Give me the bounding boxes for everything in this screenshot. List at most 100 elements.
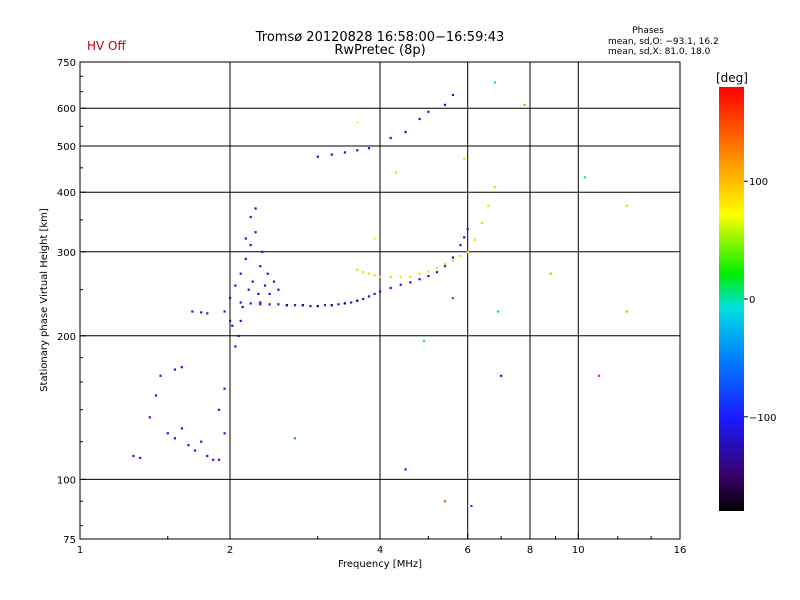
x-axis-title: Frequency [MHz] (338, 559, 422, 570)
data-point (427, 110, 430, 113)
y-tick-label: 300 (57, 248, 76, 259)
data-point (187, 444, 190, 447)
data-point (231, 324, 234, 327)
series-o-trace-f-layer (239, 228, 469, 308)
data-point (389, 275, 392, 278)
data-point (367, 272, 371, 275)
data-point (356, 268, 359, 271)
data-point (237, 334, 240, 337)
data-point (277, 303, 280, 306)
data-point (263, 284, 267, 287)
data-point (343, 151, 346, 154)
data-point (266, 272, 269, 275)
x-tick-label: 1 (77, 545, 83, 556)
data-point (261, 250, 264, 253)
data-point (451, 297, 454, 300)
data-point (180, 366, 183, 369)
data-point (217, 458, 221, 461)
data-point (293, 437, 297, 440)
data-point (451, 93, 454, 97)
data-point (132, 454, 135, 458)
series-low-sporadic-echoes (132, 310, 226, 461)
data-points (132, 81, 628, 508)
data-point (399, 275, 402, 278)
x-tick-label: 16 (674, 545, 687, 556)
data-point (200, 311, 203, 314)
data-point (223, 387, 226, 390)
chart-title: Tromsø 20120828 16:58:00−16:59:43 (255, 30, 505, 45)
data-point (625, 310, 628, 313)
data-point (257, 292, 260, 295)
data-point (523, 103, 526, 106)
data-point (323, 304, 326, 307)
data-point (254, 231, 257, 234)
data-point (277, 288, 280, 291)
data-point (418, 272, 421, 275)
chart-subtitle: RwPretec (8p) (334, 43, 425, 58)
data-point (389, 286, 392, 290)
data-point (249, 302, 252, 305)
data-point (409, 281, 412, 284)
data-point (480, 221, 483, 225)
x-tick-label: 2 (227, 545, 233, 556)
data-point (254, 207, 257, 210)
data-point (249, 244, 252, 247)
data-point (272, 280, 276, 283)
data-point (463, 236, 466, 239)
hv-status: HV Off (87, 39, 126, 53)
data-point (362, 271, 365, 274)
data-point (409, 275, 412, 278)
data-point (443, 500, 447, 503)
data-point (229, 297, 232, 300)
data-point (244, 237, 247, 240)
data-point (173, 368, 176, 371)
data-point (234, 345, 237, 348)
y-tick-label: 750 (57, 58, 76, 69)
data-point (159, 374, 162, 377)
data-point (394, 171, 397, 174)
data-point (316, 305, 319, 308)
data-point (399, 283, 402, 286)
data-point (493, 81, 496, 84)
data-point (443, 262, 447, 266)
data-point (268, 292, 271, 295)
data-point (206, 454, 209, 458)
data-point (180, 427, 183, 430)
data-point (470, 504, 473, 508)
data-point (487, 204, 490, 207)
x-tick-label: 10 (572, 545, 585, 556)
data-point (597, 374, 601, 377)
data-point (418, 278, 421, 281)
data-point (435, 271, 438, 274)
data-point (154, 394, 158, 397)
data-point (148, 416, 151, 419)
colorbar-tick-label: −100 (749, 413, 776, 424)
data-point (373, 237, 376, 240)
data-point (259, 265, 262, 268)
phases-title: Phases (632, 26, 664, 36)
data-point (379, 275, 382, 278)
data-point (373, 274, 376, 277)
data-point (466, 228, 469, 231)
data-point (244, 257, 247, 260)
data-point (239, 272, 242, 275)
data-point (500, 374, 503, 377)
axis-ticks: 1 2 4 6 8 10 16 75 100 200 300 400 500 600 750 (57, 58, 686, 556)
data-point (193, 449, 196, 452)
data-point (356, 121, 359, 124)
colorbar (719, 87, 744, 511)
data-point (404, 131, 407, 134)
y-tick-label: 75 (63, 535, 76, 546)
series-upper-echoes (316, 93, 454, 158)
data-point (239, 301, 242, 304)
phases-x-stats: mean, sd,X: 81.0, 18.0 (608, 47, 711, 57)
y-tick-label: 100 (57, 475, 76, 486)
data-point (139, 456, 142, 459)
data-point (234, 284, 237, 287)
x-tick-label: 8 (527, 545, 533, 556)
data-point (229, 319, 232, 322)
y-tick-label: 500 (57, 142, 76, 153)
data-point (367, 295, 371, 298)
data-point (200, 440, 203, 443)
